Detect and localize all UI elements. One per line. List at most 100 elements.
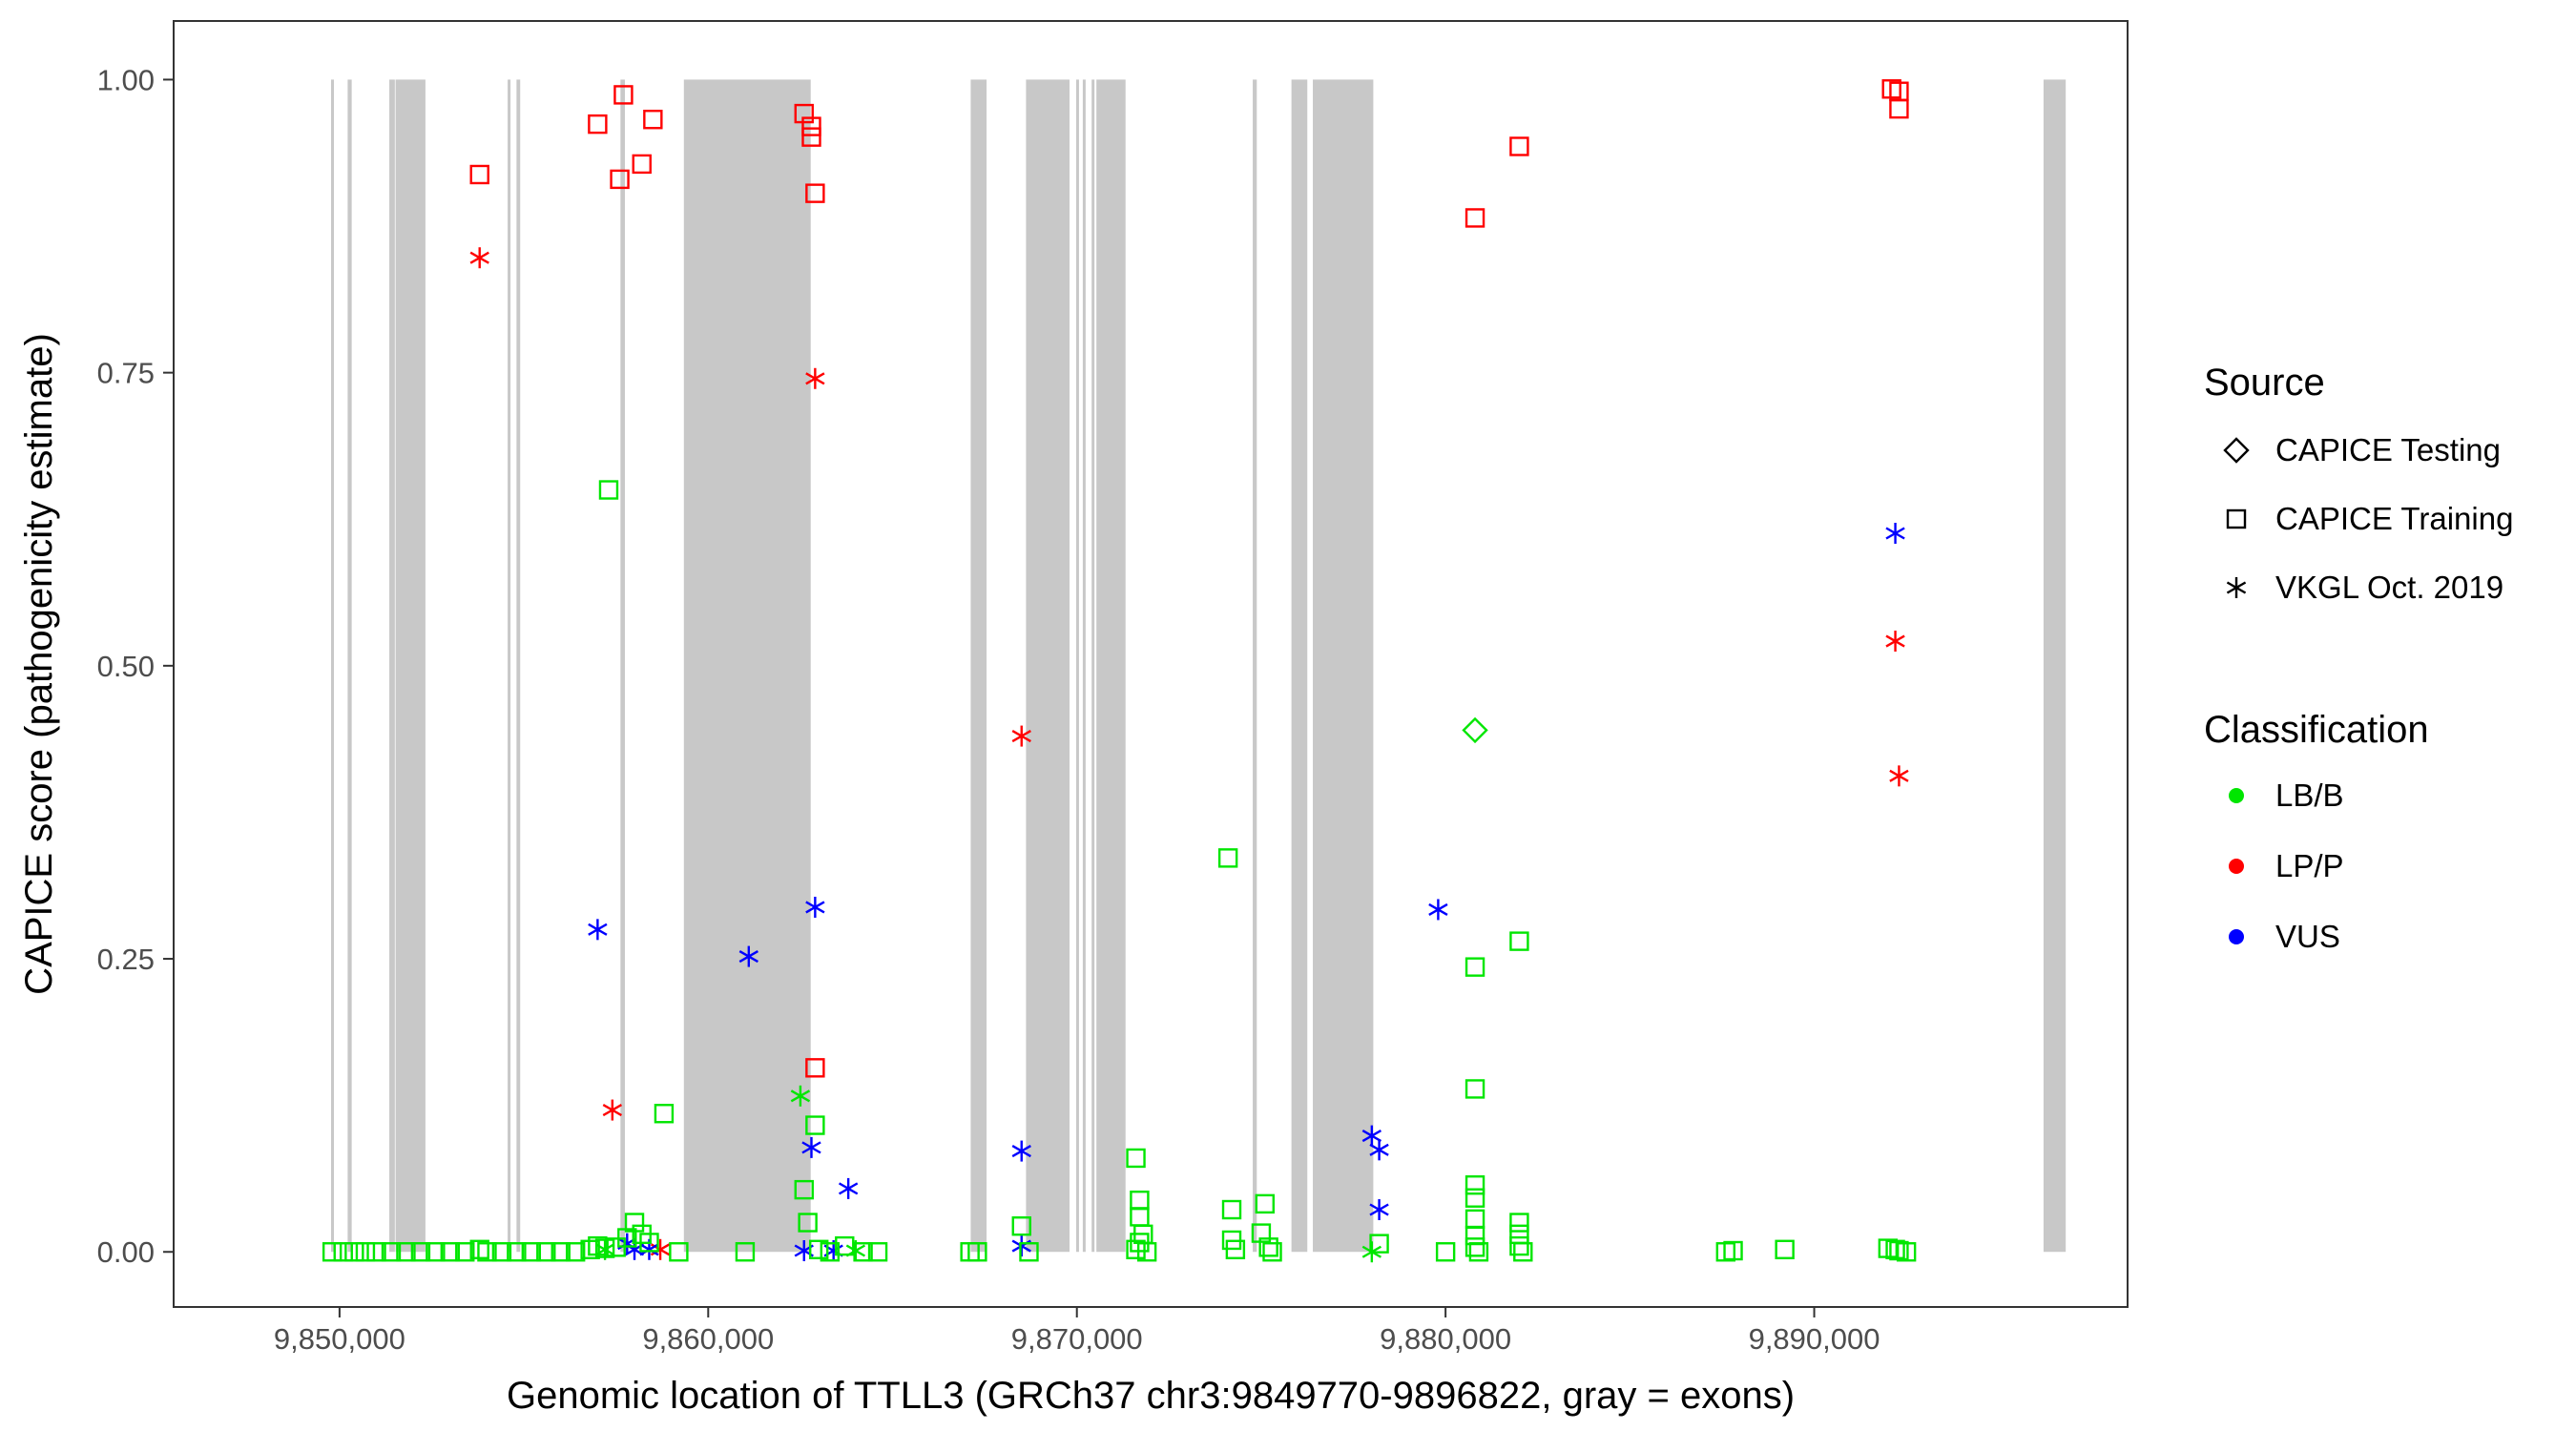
- data-point: [588, 1235, 608, 1256]
- data-point: [396, 1242, 416, 1262]
- data-point: [1126, 1239, 1146, 1259]
- exon-band: [389, 79, 395, 1253]
- data-point: [440, 1242, 461, 1262]
- data-point: [1251, 1223, 1272, 1243]
- exon-band: [1313, 79, 1374, 1253]
- data-point-stroke: [469, 251, 489, 264]
- data-point: [322, 1242, 343, 1262]
- data-point-stroke: [1369, 1203, 1389, 1216]
- data-point: [588, 919, 608, 941]
- data-point: [594, 1238, 615, 1258]
- data-point-stroke: [602, 1104, 623, 1117]
- legend-key-asterisk: [2226, 577, 2247, 598]
- exon-band: [330, 79, 334, 1253]
- data-point: [967, 1242, 987, 1262]
- plot-panel-border: [173, 20, 2129, 1308]
- data-point: [491, 1242, 512, 1262]
- data-point: [1465, 1188, 1485, 1208]
- data-point: [1889, 1240, 1909, 1261]
- legend-title-classification: Classification: [2204, 709, 2429, 751]
- data-point: [477, 1242, 497, 1262]
- legend-key-asterisk-stroke: [2226, 581, 2247, 594]
- exon-band: [1253, 79, 1257, 1253]
- legend-label-source: VKGL Oct. 2019: [2275, 570, 2503, 605]
- data-point: [1465, 208, 1485, 228]
- data-point: [1361, 1125, 1382, 1147]
- axes: 9,850,000 9,860,000 9,870,000 9,880,000 9,89…: [97, 63, 1880, 1356]
- exon-band: [347, 79, 352, 1253]
- data-point-stroke: [790, 1089, 811, 1103]
- data-point: [805, 1115, 825, 1135]
- data-point: [1225, 1239, 1246, 1259]
- data-point-stroke: [588, 923, 608, 936]
- y-tick-label: 0.50: [97, 650, 155, 683]
- data-point: [1136, 1242, 1157, 1262]
- data-point: [809, 1239, 829, 1259]
- data-point-stroke: [805, 372, 825, 385]
- exon-band: [1291, 79, 1308, 1253]
- data-point: [1885, 1239, 1905, 1259]
- exon-band: [395, 79, 426, 1253]
- exon-band: [683, 79, 811, 1253]
- data-point: [1468, 1242, 1489, 1262]
- exon-band: [1091, 79, 1095, 1253]
- data-point: [1715, 1242, 1736, 1262]
- legend-title-source: Source: [2204, 362, 2325, 404]
- series-capice-training-lb-b: [322, 480, 1917, 1262]
- data-point: [1509, 1235, 1529, 1256]
- data-point: [1465, 1175, 1485, 1195]
- legend-label-classification: VUS: [2275, 919, 2340, 954]
- data-point: [1889, 98, 1909, 119]
- data-point: [1885, 631, 1905, 653]
- data-point: [1255, 1193, 1275, 1214]
- data-point: [794, 103, 814, 124]
- data-point: [536, 1242, 556, 1262]
- data-point: [1885, 522, 1905, 544]
- legend-label-source: CAPICE Testing: [2275, 432, 2501, 467]
- data-point: [507, 1242, 527, 1262]
- data-point-stroke: [738, 950, 758, 964]
- series-vkgl-oct-2019-lb-b: [594, 1085, 1382, 1263]
- data-point: [838, 1177, 859, 1199]
- series-capice-training-lp-p: [469, 79, 1909, 1078]
- exon-band: [620, 79, 625, 1253]
- data-point-stroke: [805, 901, 825, 914]
- data-point: [801, 127, 821, 147]
- y-axis-title: CAPICE score (pathogenicity estimate): [18, 333, 60, 995]
- data-point: [1509, 931, 1529, 951]
- data-point: [1011, 1216, 1031, 1236]
- data-point-stroke: [801, 1141, 821, 1154]
- x-tick-label: 9,870,000: [1011, 1322, 1143, 1356]
- data-point-stroke: [1369, 1143, 1389, 1156]
- data-point: [805, 896, 825, 918]
- data-point: [588, 114, 608, 135]
- data-point-stroke: [1011, 1145, 1031, 1158]
- y-tick-label: 0.00: [97, 1235, 155, 1269]
- data-point: [617, 1228, 637, 1248]
- data-point: [820, 1242, 841, 1262]
- data-point: [1011, 1140, 1031, 1162]
- data-point: [632, 154, 652, 175]
- series-capice-testing-lb-b: [1462, 716, 1488, 744]
- data-point: [1465, 957, 1485, 977]
- data-point: [1217, 848, 1238, 868]
- data-point: [1465, 1237, 1485, 1257]
- data-point: [801, 116, 821, 136]
- data-point: [735, 1242, 756, 1262]
- data-point: [1775, 1239, 1795, 1259]
- data-point: [1019, 1242, 1039, 1262]
- data-point: [835, 1235, 855, 1256]
- legend-key-dot: [2229, 859, 2244, 874]
- data-point: [805, 183, 825, 203]
- data-point: [469, 1239, 489, 1259]
- data-point: [801, 1136, 821, 1158]
- data-point: [1723, 1240, 1743, 1261]
- exon-band: [970, 79, 987, 1253]
- data-point: [521, 1242, 542, 1262]
- data-point: [1513, 1242, 1533, 1262]
- legend-label-classification: LB/B: [2275, 778, 2344, 813]
- x-tick-label: 9,890,000: [1749, 1322, 1880, 1356]
- data-point: [805, 1058, 825, 1078]
- data-point: [1509, 1213, 1529, 1233]
